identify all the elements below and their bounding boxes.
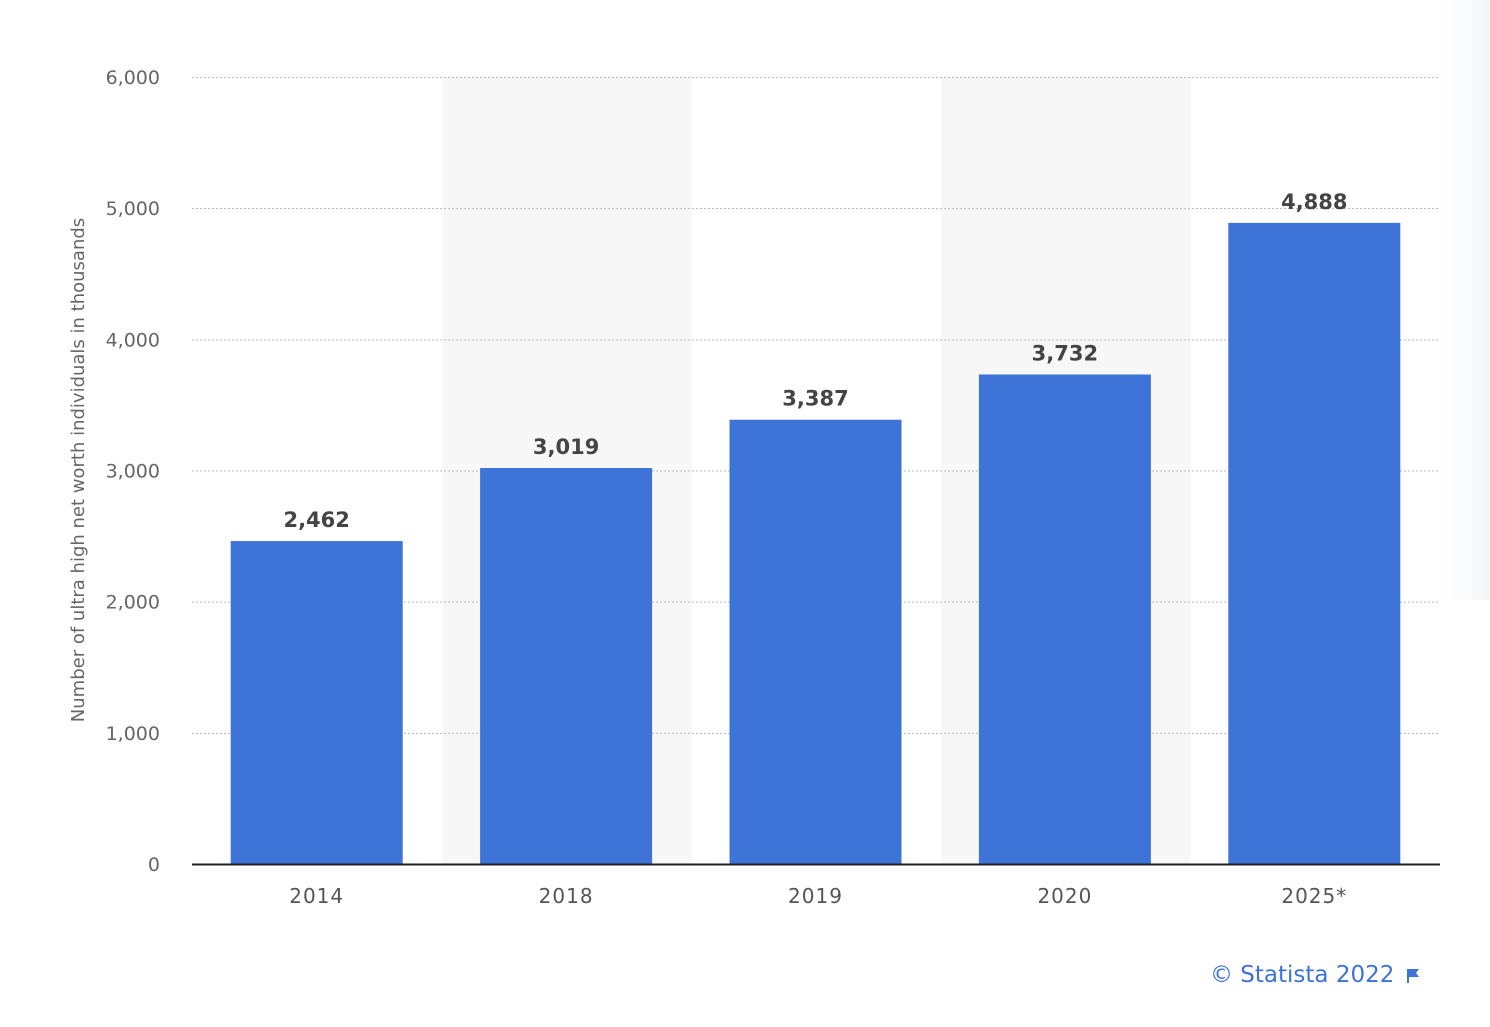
right-edge-shadow — [1440, 0, 1490, 600]
bar-value-label: 3,019 — [533, 435, 599, 459]
bar-value-label: 3,387 — [782, 387, 848, 411]
x-tick-label: 2014 — [289, 884, 344, 908]
bar-2025*[interactable] — [1228, 222, 1401, 865]
x-tick-label: 2018 — [539, 884, 594, 908]
y-axis-tick-labels: 0 1,000 2,000 3,000 4,000 5,000 6,000 — [106, 67, 160, 876]
flag-icon[interactable] — [1406, 964, 1420, 990]
bar-2018[interactable] — [480, 468, 653, 864]
x-tick-label: 2019 — [788, 884, 843, 908]
y-tick-label: 2,000 — [106, 592, 160, 614]
x-tick-label: 2025* — [1281, 884, 1347, 908]
y-tick-label: 0 — [148, 854, 160, 876]
y-tick-label: 1,000 — [106, 723, 160, 745]
bar-value-label: 2,462 — [283, 508, 349, 532]
x-axis-tick-labels: 2014 2018 2019 2020 2025* — [289, 884, 1347, 908]
bar-value-label: 4,888 — [1281, 190, 1347, 214]
bars — [230, 222, 1401, 865]
y-tick-label: 6,000 — [106, 67, 160, 89]
y-tick-label: 5,000 — [106, 198, 160, 220]
x-tick-label: 2020 — [1037, 884, 1092, 908]
statista-credit-link[interactable]: © Statista 2022 — [1210, 962, 1420, 990]
credit-text: © Statista 2022 — [1210, 962, 1395, 988]
y-axis-label: Number of ultra high net worth individua… — [68, 218, 89, 722]
bar-value-labels: 2,462 3,019 3,387 3,732 4,888 — [283, 190, 1347, 532]
bar-2014[interactable] — [230, 541, 403, 864]
bar-2020[interactable] — [978, 374, 1151, 864]
bar-2019[interactable] — [729, 419, 902, 864]
bar-value-label: 3,732 — [1032, 341, 1098, 365]
y-tick-label: 4,000 — [106, 329, 160, 351]
y-tick-label: 3,000 — [106, 461, 160, 483]
